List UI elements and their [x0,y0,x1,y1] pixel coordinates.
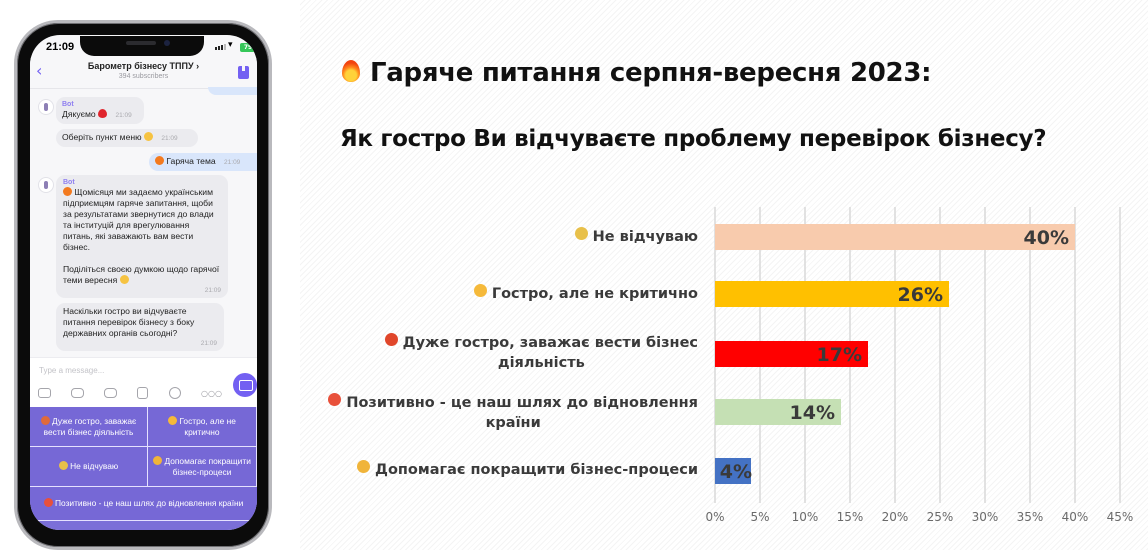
bar-value-label: 26% [898,284,943,306]
message-bubble: Наскільки гостро ви відчуваєте питання п… [56,303,224,351]
message-text: Наскільки гостро ви відчуваєте питання п… [63,306,195,338]
slide-title: Гаряче питання серпня-вересня 2023: [340,58,932,88]
category-label: Дуже гостро, заважає вести бізнес діяльні… [384,333,698,373]
ok-hand-icon [357,460,371,473]
status-time: 21:09 [46,41,75,53]
message-input[interactable]: Type a message... [39,366,105,375]
message-input-bar: Type a message... ○○○ [30,357,257,407]
point-down-emoji-icon [119,275,129,284]
bar-value-label: 17% [817,344,862,366]
bar [715,224,1075,250]
category-label: Не відчуваю [574,227,698,247]
message-text: Гаряча тема [166,156,216,166]
bot-avatar [38,177,54,193]
more-icon[interactable]: ○○○ [201,389,222,398]
previous-outgoing-bubble [208,87,257,95]
message-text: Дякуємо [62,109,96,119]
chevron-right-icon: › [196,61,200,71]
keyboard-button[interactable]: Гостро, але не критично [148,407,257,447]
bar-value-label: 14% [790,402,835,424]
disappointed-face-icon [473,284,487,297]
fire-icon [340,58,362,84]
bar-value-label: 4% [720,461,752,483]
bot-keyboard: Дуже гостро, заважає вести бізнес діяльн… [30,407,257,530]
battery-icon: 79 [240,43,256,52]
files-icon[interactable] [137,387,148,399]
bar [715,458,751,484]
x-tick-label: 45% [1107,510,1134,524]
keyboard-button[interactable]: Допомагає покращити бізнес-процеси [148,447,257,487]
x-tick-label: 30% [972,510,999,524]
message-sender: Bot [63,179,75,186]
message-text: Поділіться своєю думкою щодо гарячої тем… [63,264,220,285]
add-contact-icon[interactable] [169,387,181,399]
camera-icon[interactable] [104,388,117,398]
heart-emoji-icon [98,109,108,118]
gallery-icon[interactable] [71,388,84,398]
category-label: Гостро, але не критично [473,284,698,304]
x-tick-label: 0% [705,510,724,524]
x-tick-label: 15% [837,510,864,524]
message-time: 21:09 [161,135,178,142]
chat-header: ‹ Барометр бізнесу ТППУ › 394 subscriber… [30,57,257,89]
bar [715,341,868,367]
message-bubble: Bot Дякуємо 21:09 [56,97,144,124]
message-text: Оберіть пункт меню [62,132,142,142]
message-time: 21:09 [204,287,221,294]
back-chevron-icon[interactable]: ‹ [36,61,43,80]
heart-eyes-icon [328,393,342,406]
ok-hand-icon [153,455,163,465]
keyboard-button[interactable]: Не відчуваю [30,447,148,487]
x-tick-label: 10% [792,510,819,524]
category-label: Допомагає покращити бізнес-процеси [357,460,698,480]
x-tick-label: 40% [1062,510,1089,524]
status-bar: 21:09 ▾ 79 [30,35,257,57]
angry-face-icon [384,333,398,346]
bar-value-label: 40% [1024,227,1069,249]
slide-question: Як гостро Ви відчуваєте проблему перевір… [340,126,1047,152]
message-time: 21:09 [224,159,241,166]
shrug-icon [574,227,588,240]
keyboard-button[interactable]: Позитивно - це наш шлях до відновлення к… [30,487,257,521]
message-time: 21:09 [200,340,217,347]
fire-emoji-icon [155,156,164,165]
disappointed-face-icon [168,415,178,425]
x-tick-label: 20% [882,510,909,524]
message-time: 21:09 [115,112,132,119]
message-bubble: Оберіть пункт меню 21:09 [56,129,198,147]
category-label: Позитивно - це наш шлях до відновлення кр… [328,393,698,433]
message-text: Щомісяця ми задаємо українським підприєм… [63,187,214,252]
subscriber-count: 394 subscribers [118,73,169,80]
outgoing-message-bubble: Гаряча тема 21:09 [149,153,257,171]
x-tick-label: 25% [927,510,954,524]
x-tick-label: 35% [1017,510,1044,524]
sticker-icon[interactable] [38,388,51,398]
keyboard-button[interactable]: Дуже гостро, заважає вести бізнес діяльн… [30,407,148,447]
angry-face-icon [40,415,50,425]
x-tick-label: 5% [750,510,769,524]
message-sender: Bot [62,101,74,108]
share-icon[interactable] [238,62,249,79]
bar [715,281,949,307]
message-bubble: Bot Щомісяця ми задаємо українським підп… [56,175,228,298]
heart-eyes-icon [43,498,53,507]
phone-notch [80,36,204,56]
bot-avatar [38,99,54,115]
chat-title[interactable]: Барометр бізнесу ТППУ › [87,61,200,71]
shrug-icon [58,461,68,470]
fire-emoji-icon [63,187,72,196]
phone-screen: 21:09 ▾ 79 ‹ Барометр бізнесу ТППУ › 394… [30,35,257,530]
message-list: Bot Дякуємо 21:09 Оберіть пункт меню 21:… [30,87,257,357]
wifi-icon: ▾ [228,40,233,50]
point-down-emoji-icon [143,132,153,141]
signal-icon [215,44,226,50]
bar [715,399,841,425]
keyboard-toggle-icon[interactable] [233,373,257,397]
